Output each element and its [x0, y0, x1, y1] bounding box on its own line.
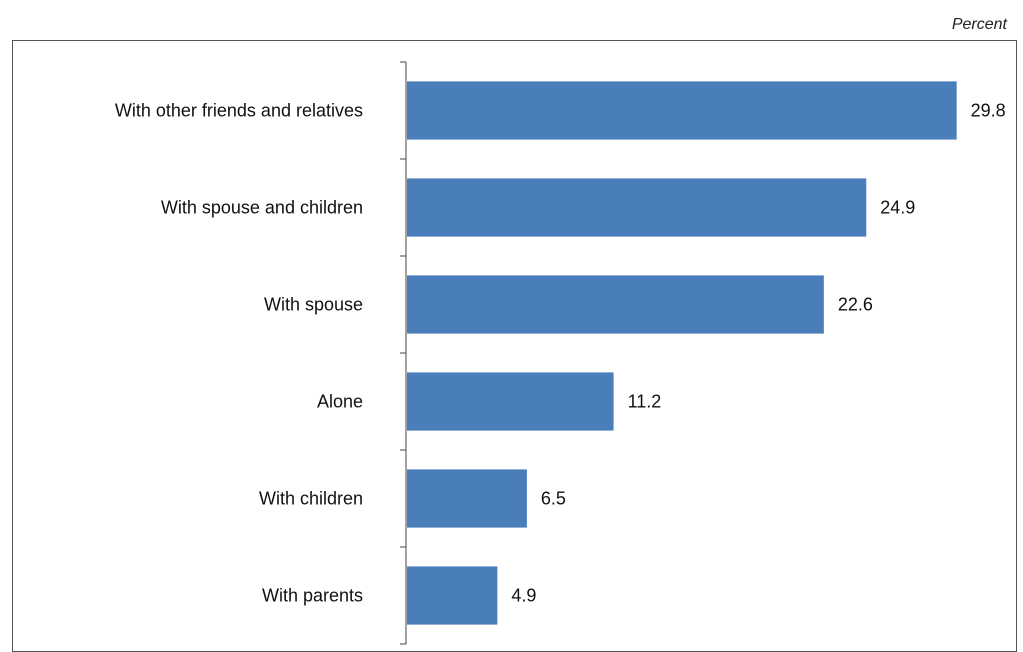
data-label: 22.6	[838, 295, 873, 315]
data-label: 24.9	[880, 198, 915, 218]
category-label: With parents	[262, 586, 363, 606]
unit-label: Percent	[951, 16, 1007, 33]
bar	[407, 469, 527, 528]
data-label: 6.5	[541, 489, 566, 509]
category-label: Alone	[317, 392, 363, 412]
labels: With other friends and relatives 29.8 With…	[115, 101, 1006, 606]
bar	[407, 372, 614, 431]
data-label: 29.8	[971, 101, 1006, 121]
data-label: 11.2	[628, 392, 662, 412]
bar	[407, 275, 824, 334]
bars	[407, 81, 957, 625]
bar	[407, 178, 867, 237]
category-label: With spouse and children	[161, 198, 363, 218]
category-label: With spouse	[264, 295, 363, 315]
bar	[407, 81, 957, 140]
category-axis	[400, 61, 407, 645]
bar	[407, 566, 498, 625]
category-label: With children	[259, 489, 363, 509]
data-label: 4.9	[511, 586, 536, 606]
category-label: With other friends and relatives	[115, 101, 363, 121]
